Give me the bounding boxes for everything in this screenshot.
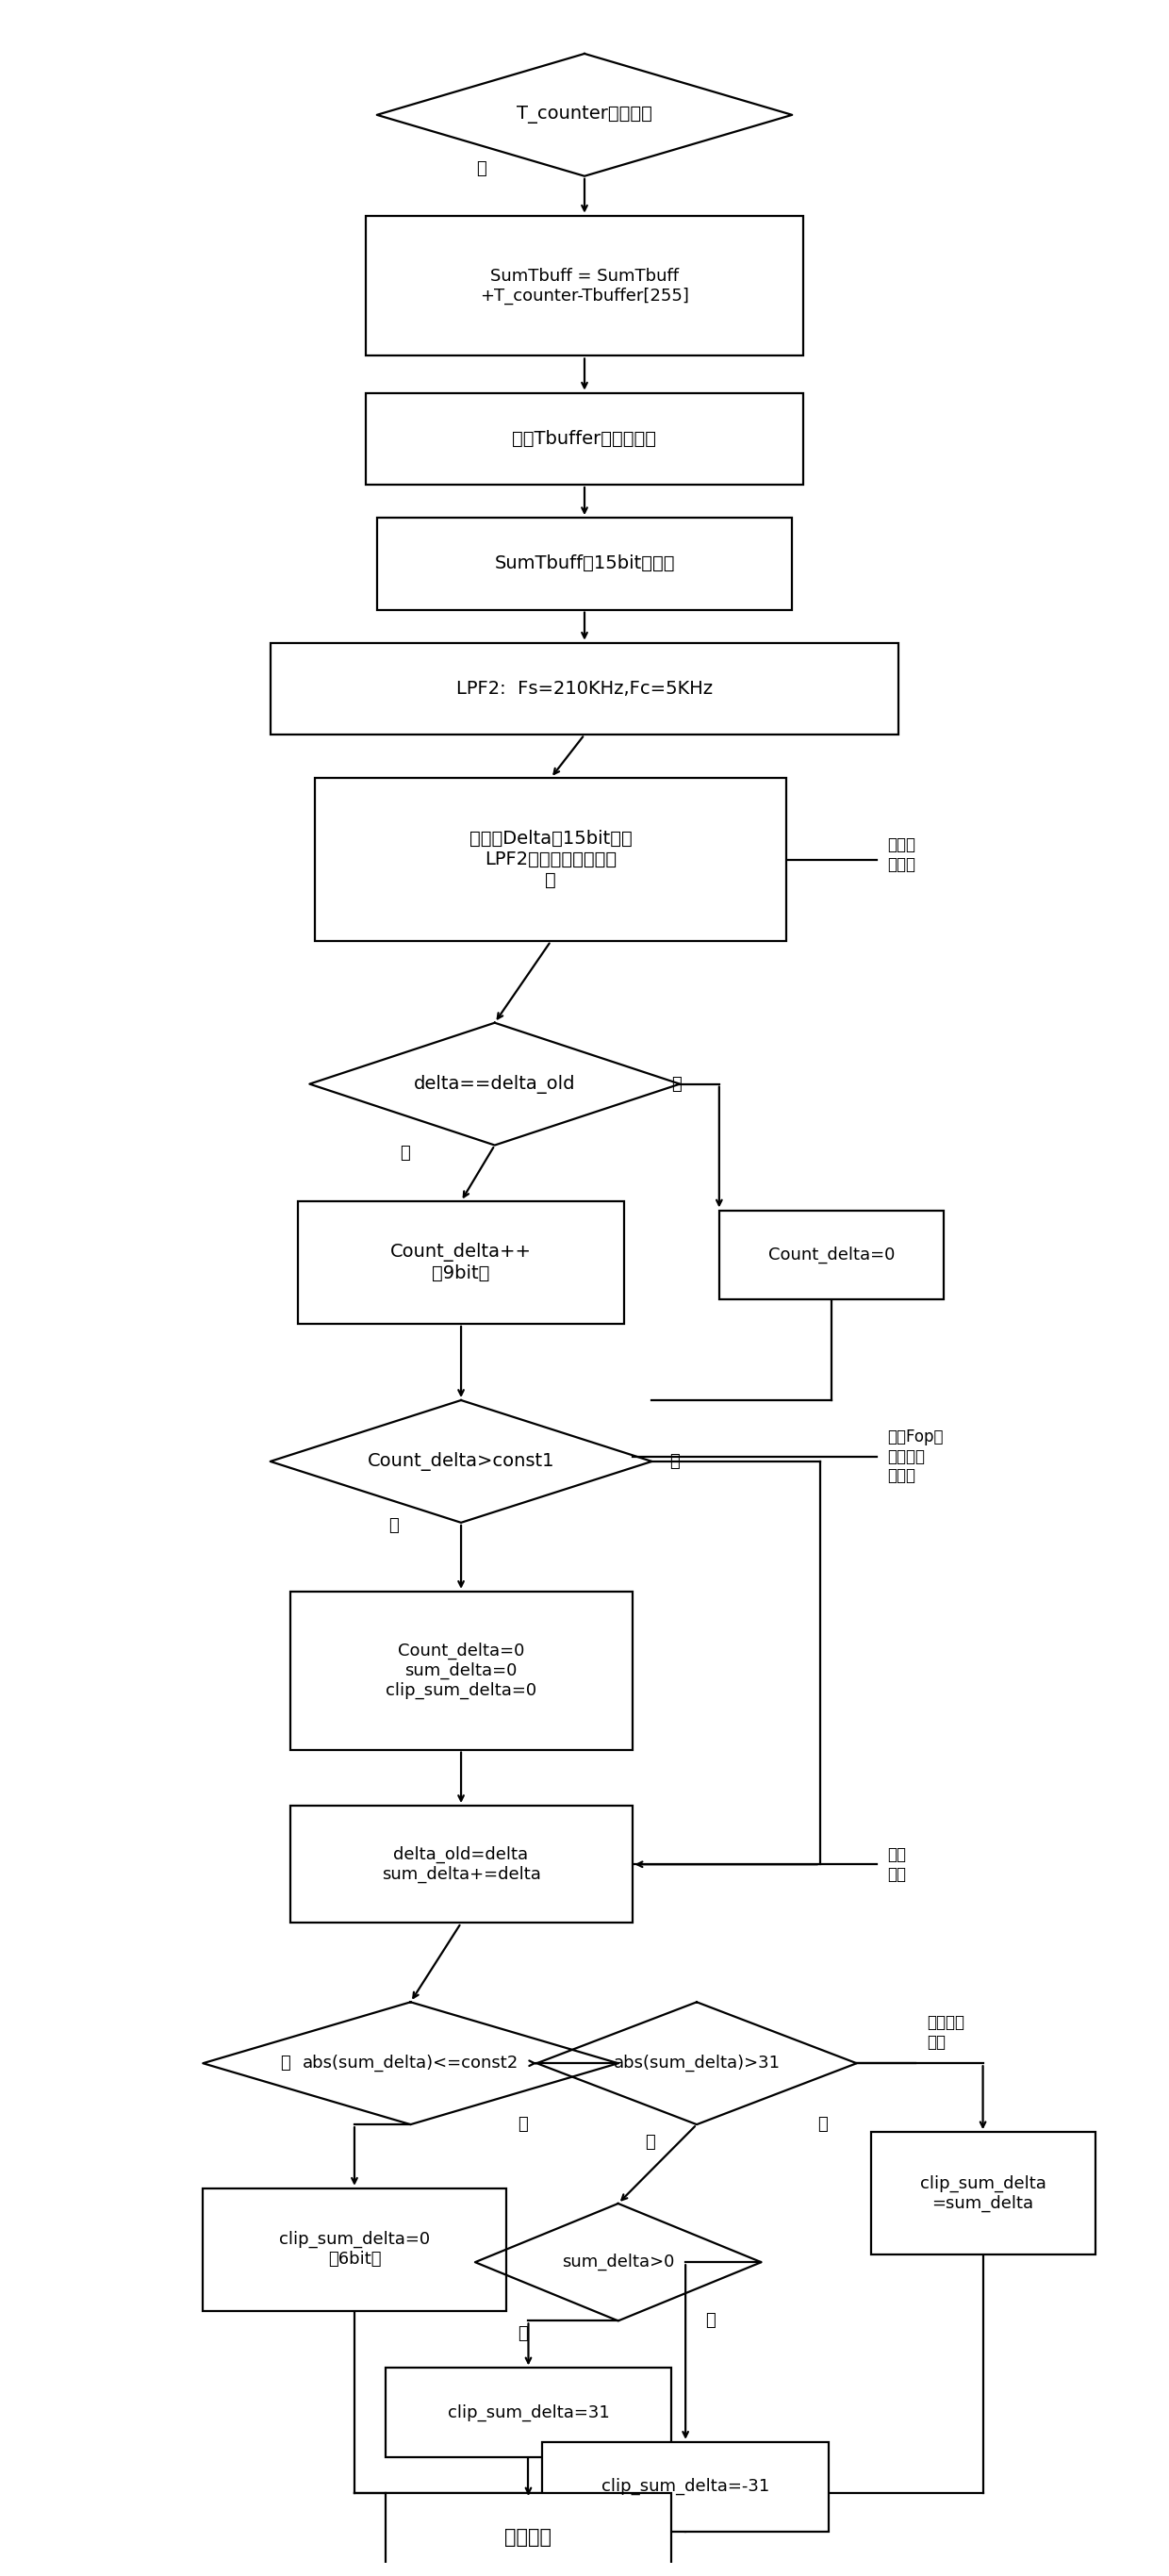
- Text: 否: 否: [817, 2115, 828, 2133]
- Text: SumTbuff = SumTbuff
+T_counter-Tbuffer[255]: SumTbuff = SumTbuff +T_counter-Tbuffer[2…: [480, 268, 689, 304]
- Text: 是: 是: [400, 1144, 410, 1162]
- Bar: [719, 1211, 943, 1298]
- Text: LPF2:  Fs=210KHz,Fc=5KHz: LPF2: Fs=210KHz,Fc=5KHz: [456, 680, 713, 698]
- Text: delta_old=delta
sum_delta+=delta: delta_old=delta sum_delta+=delta: [381, 1847, 540, 1883]
- Bar: [366, 216, 803, 355]
- Bar: [270, 644, 899, 734]
- Text: clip_sum_delta=-31: clip_sum_delta=-31: [602, 2478, 769, 2496]
- Text: Count_delta>const1: Count_delta>const1: [367, 1453, 554, 1471]
- Text: 是: 是: [279, 2056, 290, 2071]
- Text: 是: 是: [644, 2133, 655, 2151]
- Text: 检测频
率变化: 检测频 率变化: [887, 837, 915, 873]
- Text: 否: 否: [518, 2115, 528, 2133]
- Bar: [871, 2133, 1095, 2254]
- Text: delta==delta_old: delta==delta_old: [414, 1074, 575, 1092]
- Text: 是: 是: [518, 2326, 528, 2342]
- Bar: [366, 394, 803, 484]
- Text: 否: 否: [671, 1077, 682, 1092]
- Bar: [316, 778, 787, 940]
- Bar: [298, 1200, 624, 1324]
- Text: Count_delta++
（9bit）: Count_delta++ （9bit）: [390, 1242, 532, 1283]
- Text: Count_delta=0: Count_delta=0: [768, 1247, 894, 1262]
- Text: 否: 否: [669, 1453, 679, 1471]
- Text: Count_delta=0
sum_delta=0
clip_sum_delta=0: Count_delta=0 sum_delta=0 clip_sum_delta…: [386, 1641, 537, 1700]
- Text: 数据输出: 数据输出: [505, 2527, 552, 2548]
- Text: SumTbuff（15bit）更新: SumTbuff（15bit）更新: [494, 554, 675, 572]
- Bar: [386, 2367, 671, 2458]
- Text: clip_sum_delta
=sum_delta: clip_sum_delta =sum_delta: [920, 2174, 1046, 2213]
- Bar: [203, 2187, 506, 2311]
- Text: 否: 否: [705, 2313, 715, 2329]
- Text: 消除Fop变
化对曲线
的影响: 消除Fop变 化对曲线 的影响: [887, 1427, 943, 1484]
- Text: 更新Tbuffer，先入先出: 更新Tbuffer，先入先出: [512, 430, 657, 448]
- Bar: [376, 518, 793, 611]
- Text: 差分：Delta（15bit）为
LPF2当前值减去前一刻
值: 差分：Delta（15bit）为 LPF2当前值减去前一刻 值: [470, 829, 632, 889]
- Text: abs(sum_delta)>31: abs(sum_delta)>31: [614, 2056, 780, 2071]
- Text: clip_sum_delta=0
（6bit）: clip_sum_delta=0 （6bit）: [279, 2231, 430, 2267]
- Text: sum_delta>0: sum_delta>0: [562, 2254, 675, 2272]
- Text: 再次
累加: 再次 累加: [887, 1847, 906, 1883]
- Bar: [290, 1592, 632, 1749]
- Bar: [542, 2442, 829, 2532]
- Text: 是: 是: [388, 1517, 399, 1533]
- Bar: [290, 1806, 632, 1924]
- Bar: [386, 2494, 671, 2576]
- Text: abs(sum_delta)<=const2: abs(sum_delta)<=const2: [303, 2056, 519, 2071]
- Text: 是: 是: [476, 160, 486, 178]
- Text: T_counter是否输出: T_counter是否输出: [517, 106, 652, 124]
- Text: 消除频率
抖动: 消除频率 抖动: [927, 2014, 964, 2050]
- Text: clip_sum_delta=31: clip_sum_delta=31: [448, 2403, 609, 2421]
